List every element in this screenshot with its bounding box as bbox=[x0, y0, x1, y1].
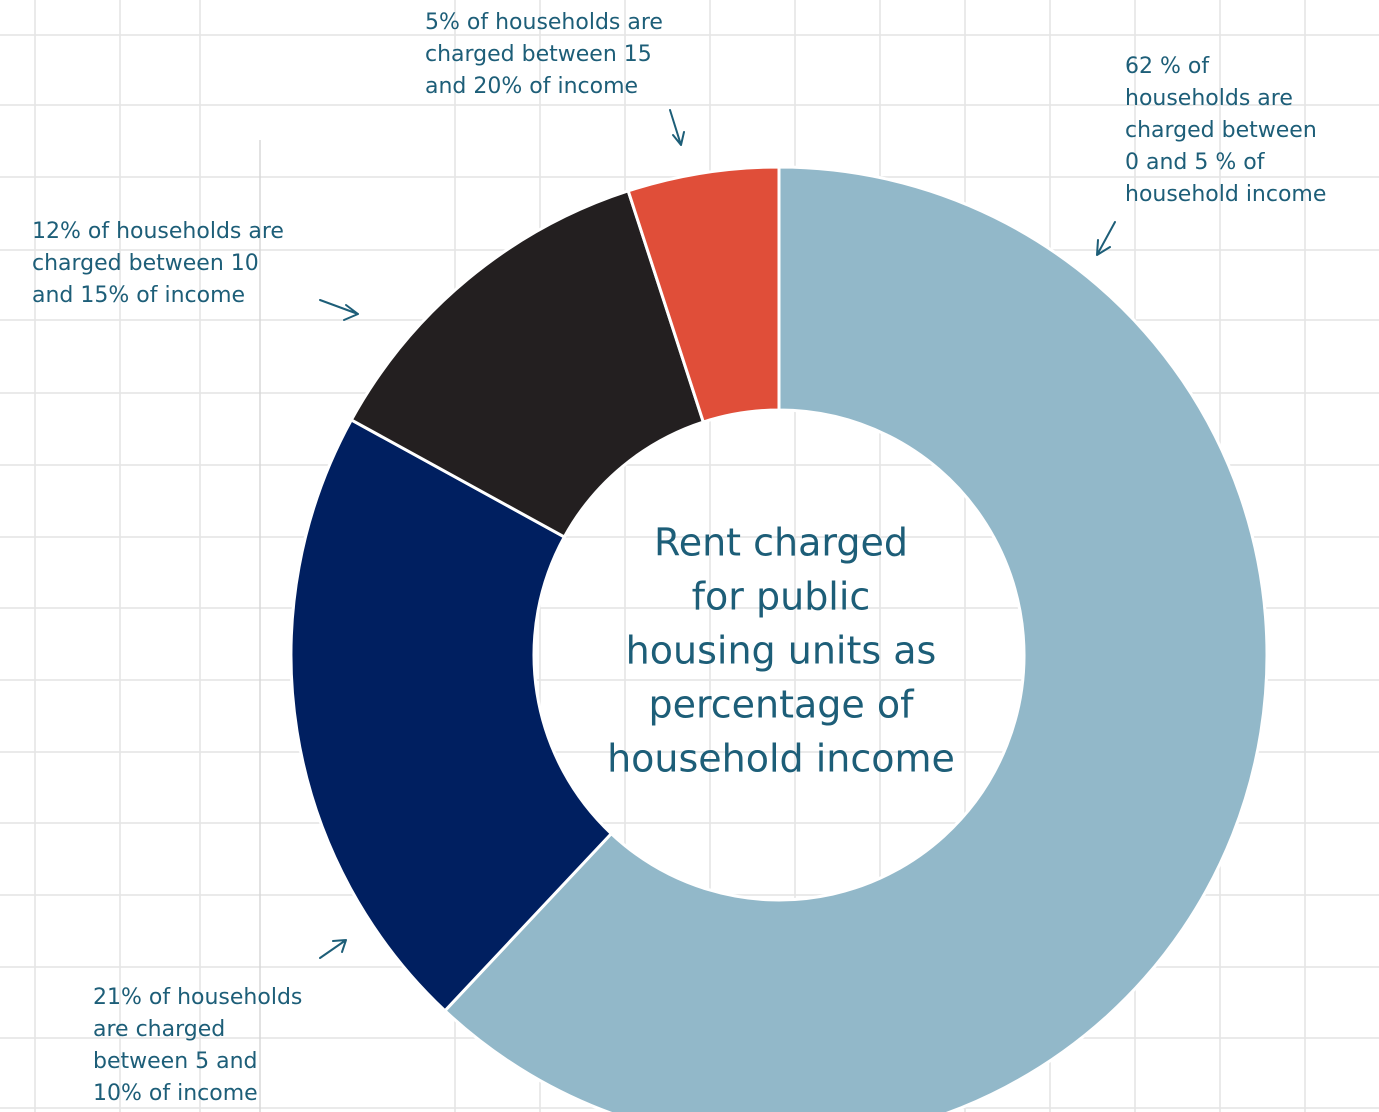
arrow bbox=[669, 109, 685, 146]
annotation: 12% of households are bbox=[32, 219, 284, 244]
donut-slice bbox=[442, 165, 1269, 1112]
donut-slice bbox=[626, 165, 781, 424]
arrow bbox=[319, 939, 347, 959]
annotation: charged between bbox=[1125, 118, 1317, 143]
annotation: household income bbox=[1125, 182, 1326, 207]
annotation: charged between 15 bbox=[425, 42, 652, 67]
donut-slice bbox=[289, 417, 614, 1013]
chart-title: Rent charged bbox=[654, 521, 908, 565]
chart-title: percentage of bbox=[648, 683, 915, 727]
donut bbox=[289, 165, 1269, 1112]
donut-slice bbox=[349, 188, 706, 540]
annotations: Rent charged for public housing units as pe… bbox=[32, 10, 1326, 1106]
annotation: 62 % of bbox=[1125, 54, 1210, 79]
arrows bbox=[319, 109, 1116, 959]
annotation: charged between 10 bbox=[32, 251, 259, 276]
chart-title: housing units as bbox=[626, 629, 937, 673]
annotation: between 5 and bbox=[93, 1049, 258, 1074]
annotation: and 15% of income bbox=[32, 283, 245, 308]
annotation: are charged bbox=[93, 1017, 225, 1042]
arrow bbox=[319, 299, 359, 321]
annotation: households are bbox=[1125, 86, 1293, 111]
chart-title: for public bbox=[692, 575, 871, 619]
annotation: and 20% of income bbox=[425, 74, 638, 99]
annotation: 10% of income bbox=[93, 1081, 258, 1106]
chart-title: household income bbox=[607, 737, 955, 781]
arrow bbox=[1096, 221, 1116, 256]
annotation: 0 and 5 % of bbox=[1125, 150, 1266, 175]
annotation: 5% of households are bbox=[425, 10, 663, 35]
annotation: 21% of households bbox=[93, 985, 302, 1010]
